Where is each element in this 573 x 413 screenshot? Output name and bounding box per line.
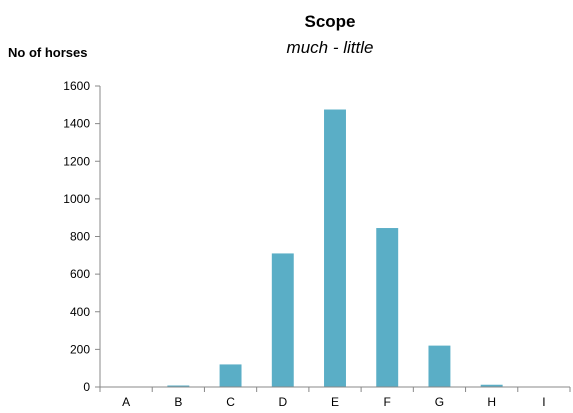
x-tick-label: C xyxy=(226,395,235,409)
y-tick-label: 1000 xyxy=(63,192,90,206)
x-axis: A B C D E F G H I xyxy=(99,386,571,409)
x-tick-label: H xyxy=(487,395,496,409)
bar-E xyxy=(324,109,346,387)
bar-B xyxy=(167,385,190,387)
chart-subtitle: much - little xyxy=(286,38,374,57)
bar-C xyxy=(219,364,242,387)
x-tick-label: F xyxy=(384,395,391,409)
y-tick-label: 800 xyxy=(70,230,90,244)
bar-H xyxy=(480,384,503,387)
x-tick-label: D xyxy=(278,395,287,409)
y-tick-label: 200 xyxy=(70,342,90,356)
y-tick-label: 1600 xyxy=(63,79,90,93)
x-tick-label: G xyxy=(435,395,444,409)
y-tick-label: 1200 xyxy=(63,154,90,168)
y-axis: 0 200 400 600 800 1000 1200 1400 1600 xyxy=(63,79,101,394)
y-tick-label: 400 xyxy=(70,305,90,319)
y-tick-label: 0 xyxy=(83,380,90,394)
y-tick-label: 1400 xyxy=(63,117,90,131)
bar-D xyxy=(271,253,294,387)
chart-title: Scope xyxy=(304,12,356,31)
y-tick-label: 600 xyxy=(70,267,90,281)
bar-F xyxy=(376,228,399,387)
x-tick-label: E xyxy=(331,395,339,409)
x-tick-label: B xyxy=(174,395,182,409)
bar-G xyxy=(428,345,451,387)
bars xyxy=(167,109,503,387)
y-axis-label: No of horses xyxy=(8,45,88,60)
x-tick-label: A xyxy=(122,395,130,409)
x-tick-label: I xyxy=(542,395,545,409)
